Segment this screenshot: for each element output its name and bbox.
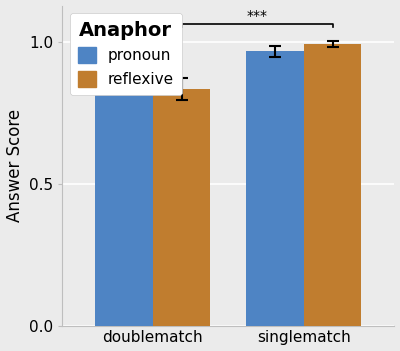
Text: ***: *** <box>246 9 268 23</box>
Bar <box>304 44 361 326</box>
Legend: pronoun, reflexive: pronoun, reflexive <box>70 13 182 95</box>
Bar <box>153 89 210 326</box>
Bar <box>246 52 304 326</box>
Bar <box>96 72 153 326</box>
Y-axis label: Answer Score: Answer Score <box>6 109 24 222</box>
